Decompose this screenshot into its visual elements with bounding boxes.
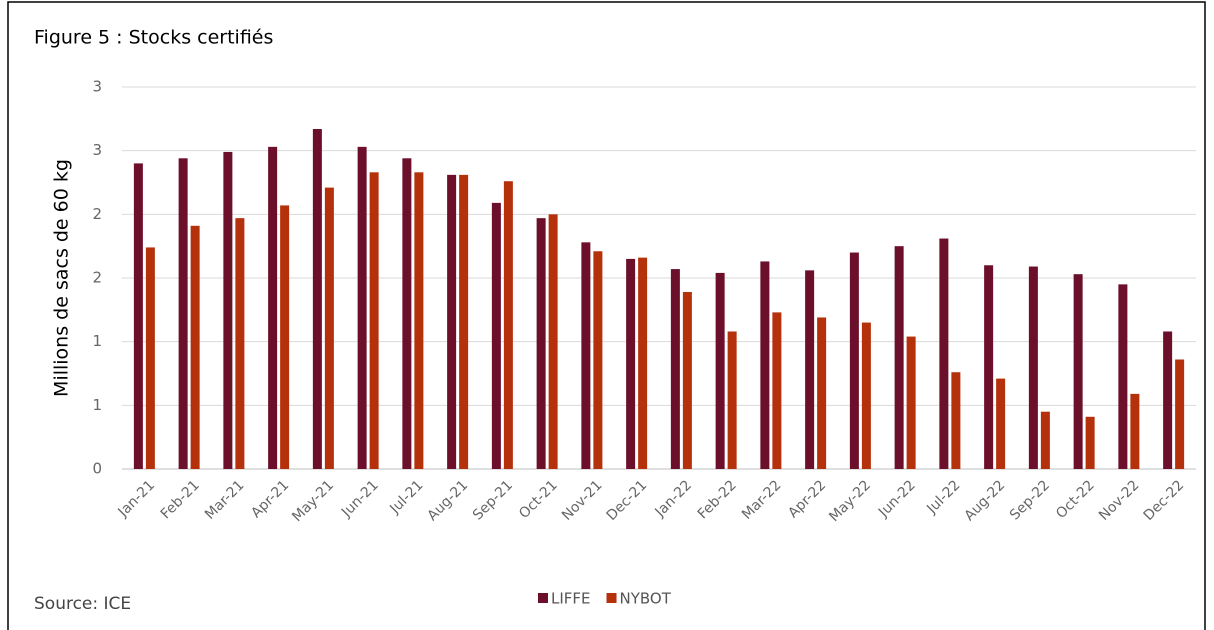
bar xyxy=(357,146,367,469)
bar xyxy=(805,270,815,469)
bar xyxy=(1085,416,1095,469)
x-tick-label: Sep-22 xyxy=(1007,477,1053,523)
x-tick-label: Feb-21 xyxy=(158,477,203,522)
bar xyxy=(1175,359,1185,469)
x-tick-label: Mar-21 xyxy=(202,477,248,523)
bar xyxy=(491,202,501,469)
x-tick-label: Feb-22 xyxy=(695,477,740,522)
bar xyxy=(861,322,871,469)
x-tick-label: Jun-21 xyxy=(338,477,382,521)
x-tick-label: Sep-21 xyxy=(470,477,516,523)
x-tick-label: Jul-22 xyxy=(923,477,963,517)
bar xyxy=(503,181,513,469)
bar xyxy=(593,251,603,469)
x-tick-label: Jul-21 xyxy=(386,477,426,517)
x-tick-label: Nov-22 xyxy=(1096,477,1143,524)
bar xyxy=(715,272,725,469)
x-tick-label: Dec-22 xyxy=(1141,477,1188,524)
x-tick-label: Mar-22 xyxy=(739,477,785,523)
y-axis-label: Millions de sacs de 60 kg xyxy=(51,159,73,397)
bar xyxy=(235,218,245,469)
bar xyxy=(939,238,949,469)
y-tick-label: 1 xyxy=(92,332,102,350)
x-tick-label: Jan-22 xyxy=(652,477,695,520)
bar xyxy=(727,331,737,469)
bar xyxy=(133,163,143,469)
x-tick-label: Dec-21 xyxy=(604,477,651,524)
y-tick-label: 0 xyxy=(92,460,102,478)
bar xyxy=(626,258,636,469)
x-tick-label: Apr-22 xyxy=(785,477,829,521)
source: Source: ICE xyxy=(34,594,131,614)
x-tick-label: Aug-21 xyxy=(424,477,471,524)
chart-title: Figure 5 : Stocks certifiés xyxy=(34,27,273,49)
bar xyxy=(1163,331,1173,469)
legend-swatch xyxy=(538,593,548,603)
bar xyxy=(581,242,591,469)
bar xyxy=(1028,266,1038,469)
legend-label: NYBOT xyxy=(620,590,672,608)
bar xyxy=(894,246,904,469)
y-tick-label: 3 xyxy=(92,141,102,159)
bar xyxy=(772,312,782,469)
bar xyxy=(1073,274,1083,469)
bar xyxy=(638,257,648,469)
bar xyxy=(548,214,558,469)
bar xyxy=(682,292,692,469)
bar xyxy=(447,174,457,470)
bar xyxy=(324,187,334,470)
y-tick-label: 2 xyxy=(92,205,102,223)
y-tick-label: 2 xyxy=(92,269,102,287)
legend-label: LIFFE xyxy=(551,590,591,608)
x-tick-label: Nov-21 xyxy=(559,477,606,524)
y-tick-label: 1 xyxy=(92,396,102,414)
legend-swatch xyxy=(606,593,617,603)
x-tick-label: Aug-22 xyxy=(961,477,1008,524)
bar xyxy=(849,252,859,469)
bar xyxy=(178,158,188,469)
bar xyxy=(1130,393,1140,469)
bar xyxy=(223,151,233,469)
bar xyxy=(951,372,961,469)
bar xyxy=(145,247,155,469)
x-tick-label: May-21 xyxy=(289,477,337,525)
bar xyxy=(268,146,278,469)
y-tick-label: 3 xyxy=(92,78,102,96)
bar xyxy=(984,265,994,469)
bar xyxy=(670,269,680,469)
x-tick-label: May-22 xyxy=(826,477,874,525)
bar xyxy=(536,218,546,469)
x-tick-label: Jun-22 xyxy=(875,477,919,521)
frame xyxy=(7,1,1206,630)
bar xyxy=(312,129,322,469)
bar xyxy=(459,174,469,470)
bar xyxy=(280,205,290,470)
bar xyxy=(1040,411,1050,469)
x-tick-label: Oct-22 xyxy=(1053,477,1098,522)
bar xyxy=(402,158,412,469)
bar xyxy=(996,378,1006,469)
bar xyxy=(1118,284,1128,469)
bar xyxy=(817,317,827,469)
x-tick-label: Jan-21 xyxy=(115,477,158,520)
bar xyxy=(369,172,379,469)
x-tick-label: Oct-21 xyxy=(516,477,561,522)
bar xyxy=(906,336,916,469)
x-tick-label: Apr-21 xyxy=(248,477,292,521)
bar xyxy=(414,172,424,469)
bar xyxy=(760,261,770,469)
bar xyxy=(190,225,200,469)
